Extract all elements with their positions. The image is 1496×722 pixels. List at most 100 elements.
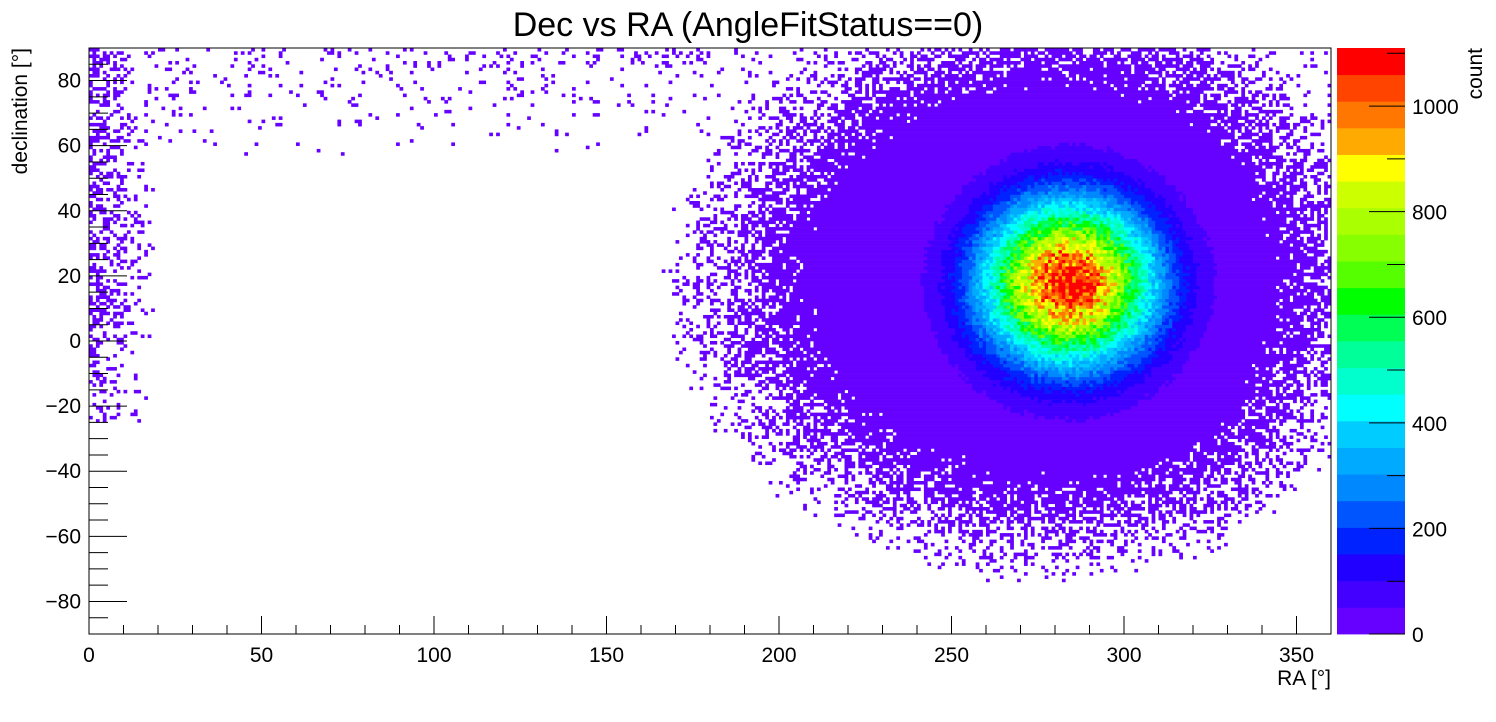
heatmap-cell [954, 243, 973, 247]
heatmap-cell [1134, 207, 1145, 212]
heatmap-cell [1055, 350, 1059, 355]
heatmap-cell [1155, 318, 1163, 322]
heatmap-cell [692, 282, 700, 286]
heatmap-cell [975, 363, 994, 368]
heatmap-cell [999, 314, 1007, 319]
heatmap-cell [675, 262, 680, 267]
heatmap-cell [92, 240, 100, 244]
heatmap-cell [923, 487, 959, 492]
heatmap-cell [1020, 282, 1025, 286]
heatmap-cell [1055, 292, 1059, 296]
heatmap-cell [754, 305, 759, 309]
heatmap-cell [999, 380, 1018, 384]
heatmap-cell [1030, 227, 1039, 231]
heatmap-cell [1089, 292, 1094, 296]
heatmap-cell [1151, 396, 1256, 400]
heatmap-cell [1130, 314, 1135, 319]
heatmap-cell [1030, 396, 1035, 400]
heatmap-cell [1017, 314, 1025, 319]
heatmap-cell [1027, 360, 1035, 365]
heatmap-cell [120, 266, 124, 270]
heatmap-cell [1117, 233, 1121, 238]
heatmap-cell [1179, 507, 1187, 511]
heatmap-cell [89, 282, 104, 286]
heatmap-cell [1210, 467, 1221, 472]
heatmap-cell [1296, 360, 1311, 365]
heatmap-cell [854, 484, 863, 488]
heatmap-cell [1113, 181, 1121, 186]
heatmap-cell [1051, 253, 1056, 257]
heatmap-cell [661, 269, 666, 273]
heatmap-cell [1127, 201, 1132, 205]
heatmap-cell [1124, 354, 1128, 358]
heatmap-cell [1010, 327, 1014, 332]
heatmap-cell [982, 308, 987, 312]
heatmap-cell [1037, 354, 1042, 358]
heatmap-cell [1210, 471, 1214, 475]
heatmap-cell [1237, 428, 1256, 433]
heatmap-cell [1137, 256, 1145, 260]
heatmap-cell [1017, 243, 1025, 247]
heatmap-cell [1089, 357, 1094, 361]
heatmap-cell [747, 305, 752, 309]
heatmap-cell [1048, 272, 1052, 277]
heatmap-cell [1124, 389, 1159, 394]
heatmap-cell [1086, 347, 1090, 352]
heatmap-cell [678, 288, 683, 293]
heatmap-cell [720, 220, 725, 225]
heatmap-cell [999, 295, 1004, 299]
heatmap-cell [1068, 334, 1076, 339]
heatmap-cell [1061, 223, 1066, 228]
heatmap-cell [1310, 435, 1315, 439]
heatmap-cell [1106, 341, 1111, 345]
heatmap-cell [1268, 458, 1273, 462]
heatmap-cell [1096, 259, 1104, 264]
heatmap-cell [1048, 256, 1052, 260]
heatmap-cell [1103, 178, 1108, 182]
heatmap-cell [1017, 184, 1021, 189]
heatmap-cell [1034, 305, 1039, 309]
heatmap-cell [1065, 334, 1070, 339]
heatmap-cell [1006, 357, 1014, 361]
heatmap-cell [1120, 272, 1125, 277]
heatmap-cell [1134, 279, 1142, 283]
heatmap-cell [1010, 513, 1014, 518]
heatmap-cell [996, 321, 1001, 326]
heatmap-cell [95, 187, 104, 192]
heatmap-cell [989, 236, 994, 241]
heatmap-cell [1134, 227, 1139, 231]
heatmap-cell [1124, 285, 1128, 290]
heatmap-cell [1058, 204, 1066, 208]
heatmap-cell [1037, 415, 1045, 420]
heatmap-cell [858, 494, 863, 498]
heatmap-cell [1044, 275, 1052, 280]
heatmap-cell [1206, 484, 1221, 488]
heatmap-cell [1075, 555, 1080, 560]
heatmap-cell [1275, 412, 1294, 417]
heatmap-cell [1275, 471, 1283, 475]
heatmap-cell [975, 210, 987, 215]
heatmap-cell [1034, 327, 1039, 332]
heatmap-cell [1082, 516, 1097, 521]
heatmap-cell [896, 474, 904, 479]
heatmap-cell [1020, 187, 1028, 192]
heatmap-cell [816, 487, 821, 492]
heatmap-cell [892, 428, 1232, 433]
heatmap-cell [1148, 298, 1156, 303]
heatmap-cell [113, 311, 124, 316]
heatmap-cell [1217, 536, 1221, 540]
heatmap-cell [730, 171, 742, 176]
heatmap-cell [1027, 321, 1032, 326]
heatmap-cell [1320, 295, 1332, 299]
heatmap-cell [1168, 204, 1173, 208]
heatmap-cell [1099, 243, 1104, 247]
heatmap-cell [1096, 308, 1104, 312]
heatmap-cell [1175, 214, 1197, 218]
heatmap-cell [706, 259, 714, 264]
heatmap-cell [1306, 236, 1321, 241]
heatmap-cell [1041, 295, 1045, 299]
heatmap-cell [1003, 301, 1011, 306]
heatmap-cell [834, 513, 845, 518]
heatmap-cell [1065, 240, 1070, 244]
heatmap-cell [1168, 350, 1190, 355]
